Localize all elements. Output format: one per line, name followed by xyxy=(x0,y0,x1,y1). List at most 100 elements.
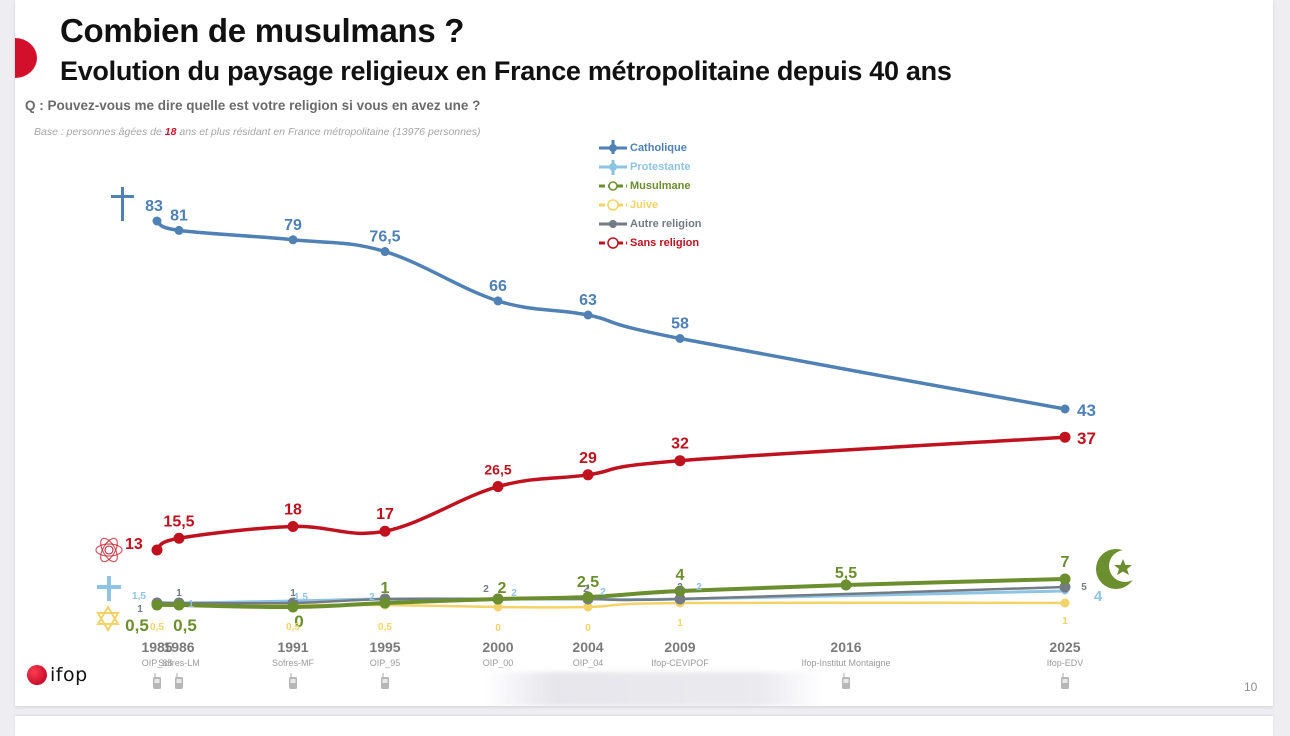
phone-icon xyxy=(1061,673,1069,689)
legend-label: Juive xyxy=(630,198,659,211)
x-source-label: Ifop-Institut Montaigne xyxy=(801,658,890,668)
x-source-label: Sofres-MF xyxy=(272,658,315,668)
series-catholique xyxy=(152,216,1070,414)
data-label: 2 xyxy=(498,580,507,597)
phone-icon xyxy=(381,673,389,689)
x-source-label: Ifop-CEVIPOF xyxy=(651,658,709,668)
star-of-david-icon xyxy=(96,605,120,632)
x-tick-label: 2016 xyxy=(830,639,861,655)
logo-mark xyxy=(27,665,47,685)
data-label: 4 xyxy=(676,567,685,584)
data-label: 81 xyxy=(170,207,188,224)
data-point xyxy=(174,225,184,235)
atom-orbit xyxy=(95,543,123,557)
data-point xyxy=(287,521,299,532)
data-label: 1 xyxy=(381,580,390,597)
data-label: 0,5 xyxy=(378,622,392,633)
base-suffix: ans et plus résidant en France métropoli… xyxy=(176,126,481,138)
data-label: 37 xyxy=(1077,429,1096,448)
crucifix-beam xyxy=(111,195,134,198)
legend-label: Musulmane xyxy=(630,179,691,192)
base-age: 18 xyxy=(164,126,177,138)
data-point xyxy=(675,334,685,343)
data-point xyxy=(173,599,185,611)
data-label: 2,5 xyxy=(577,574,599,591)
survey-question: Q : Pouvez-vous me dire quelle est votre… xyxy=(25,98,481,113)
slide: Combien de musulmans ? Evolution du pays… xyxy=(15,0,1273,706)
data-label: 0 xyxy=(294,612,303,631)
data-point xyxy=(674,455,686,467)
data-label: 7 xyxy=(1061,554,1070,571)
legend-label: Catholique xyxy=(630,141,687,154)
data-point xyxy=(379,597,391,609)
data-label: 58 xyxy=(671,316,689,333)
line-chart: 1985 OIP_85 1986 Sofres-LM 1991 Sofres-MF 1995… xyxy=(95,187,1141,689)
legend-label: Autre religion xyxy=(630,217,702,230)
data-label: 17 xyxy=(376,506,394,523)
atom-core xyxy=(104,545,114,555)
data-point xyxy=(151,599,163,611)
data-point xyxy=(582,591,594,603)
legend-item-catholique: Catholique xyxy=(598,138,702,157)
data-point xyxy=(151,544,163,556)
protestant-cross-icon xyxy=(97,576,121,601)
x-source-label: OIP_04 xyxy=(573,658,604,668)
data-label: 1,5 xyxy=(132,591,146,602)
data-label: 13 xyxy=(125,536,143,553)
data-point xyxy=(583,602,593,612)
data-label: 0,5 xyxy=(150,622,164,633)
data-label: 4 xyxy=(1094,588,1103,605)
logo-text: ifop xyxy=(50,664,88,686)
phone-screen xyxy=(176,679,182,683)
legend-item-sans-religion: Sans religion xyxy=(598,233,702,252)
data-label: 2 xyxy=(583,584,589,595)
data-label: 43 xyxy=(1077,401,1096,420)
data-label: 83 xyxy=(145,198,163,215)
legend-item-musulmane: Musulmane xyxy=(598,176,702,195)
data-label: 0 xyxy=(585,623,591,634)
data-point xyxy=(492,481,504,493)
crucifix-icon xyxy=(111,187,134,221)
phone-icon xyxy=(153,673,161,689)
data-label: 26,5 xyxy=(484,462,511,478)
legend-item-juive: Juive xyxy=(598,195,702,214)
data-point xyxy=(1060,404,1070,414)
data-label: 1 xyxy=(137,604,143,615)
data-label: 0 xyxy=(495,623,501,634)
base-prefix: Base : personnes âgées de xyxy=(34,126,165,138)
x-tick-label: 2009 xyxy=(664,639,695,655)
atom-icon xyxy=(599,236,627,249)
data-point xyxy=(1060,598,1070,608)
data-point xyxy=(1059,573,1071,585)
x-tick-label: 1991 xyxy=(277,639,308,655)
data-point xyxy=(173,532,185,544)
x-tick-label: 2004 xyxy=(572,639,603,655)
cross-icon xyxy=(599,139,627,154)
data-point xyxy=(674,593,686,605)
slide-subtitle: Evolution du paysage religieux en France… xyxy=(60,56,952,86)
phone-icon xyxy=(175,673,183,689)
star xyxy=(1114,559,1132,575)
series-musulmane xyxy=(151,573,1071,613)
next-slide-edge xyxy=(15,716,1273,736)
data-label: 2 xyxy=(483,584,489,595)
crescent-star-icon xyxy=(599,180,627,191)
x-source-label: Ifop-EDV xyxy=(1047,658,1084,668)
x-source-label: OIP_85 xyxy=(142,658,173,668)
x-source-label: OIP_95 xyxy=(370,658,401,668)
data-point xyxy=(583,310,593,320)
data-point xyxy=(380,247,390,257)
data-point xyxy=(492,593,504,605)
data-label: 79 xyxy=(284,217,302,234)
data-label: 2 xyxy=(369,592,375,603)
data-label: 1 xyxy=(176,588,182,599)
data-label: 2 xyxy=(511,588,517,599)
x-tick-label: 2025 xyxy=(1049,639,1080,655)
slide-title: Combien de musulmans ? xyxy=(60,12,465,49)
x-tick-label: 1985 xyxy=(141,639,172,655)
data-label: 0,5 xyxy=(125,616,149,635)
data-label: 66 xyxy=(489,278,507,295)
data-label: 63 xyxy=(579,292,597,309)
data-label: 0,5 xyxy=(286,622,300,633)
data-point xyxy=(493,296,503,306)
